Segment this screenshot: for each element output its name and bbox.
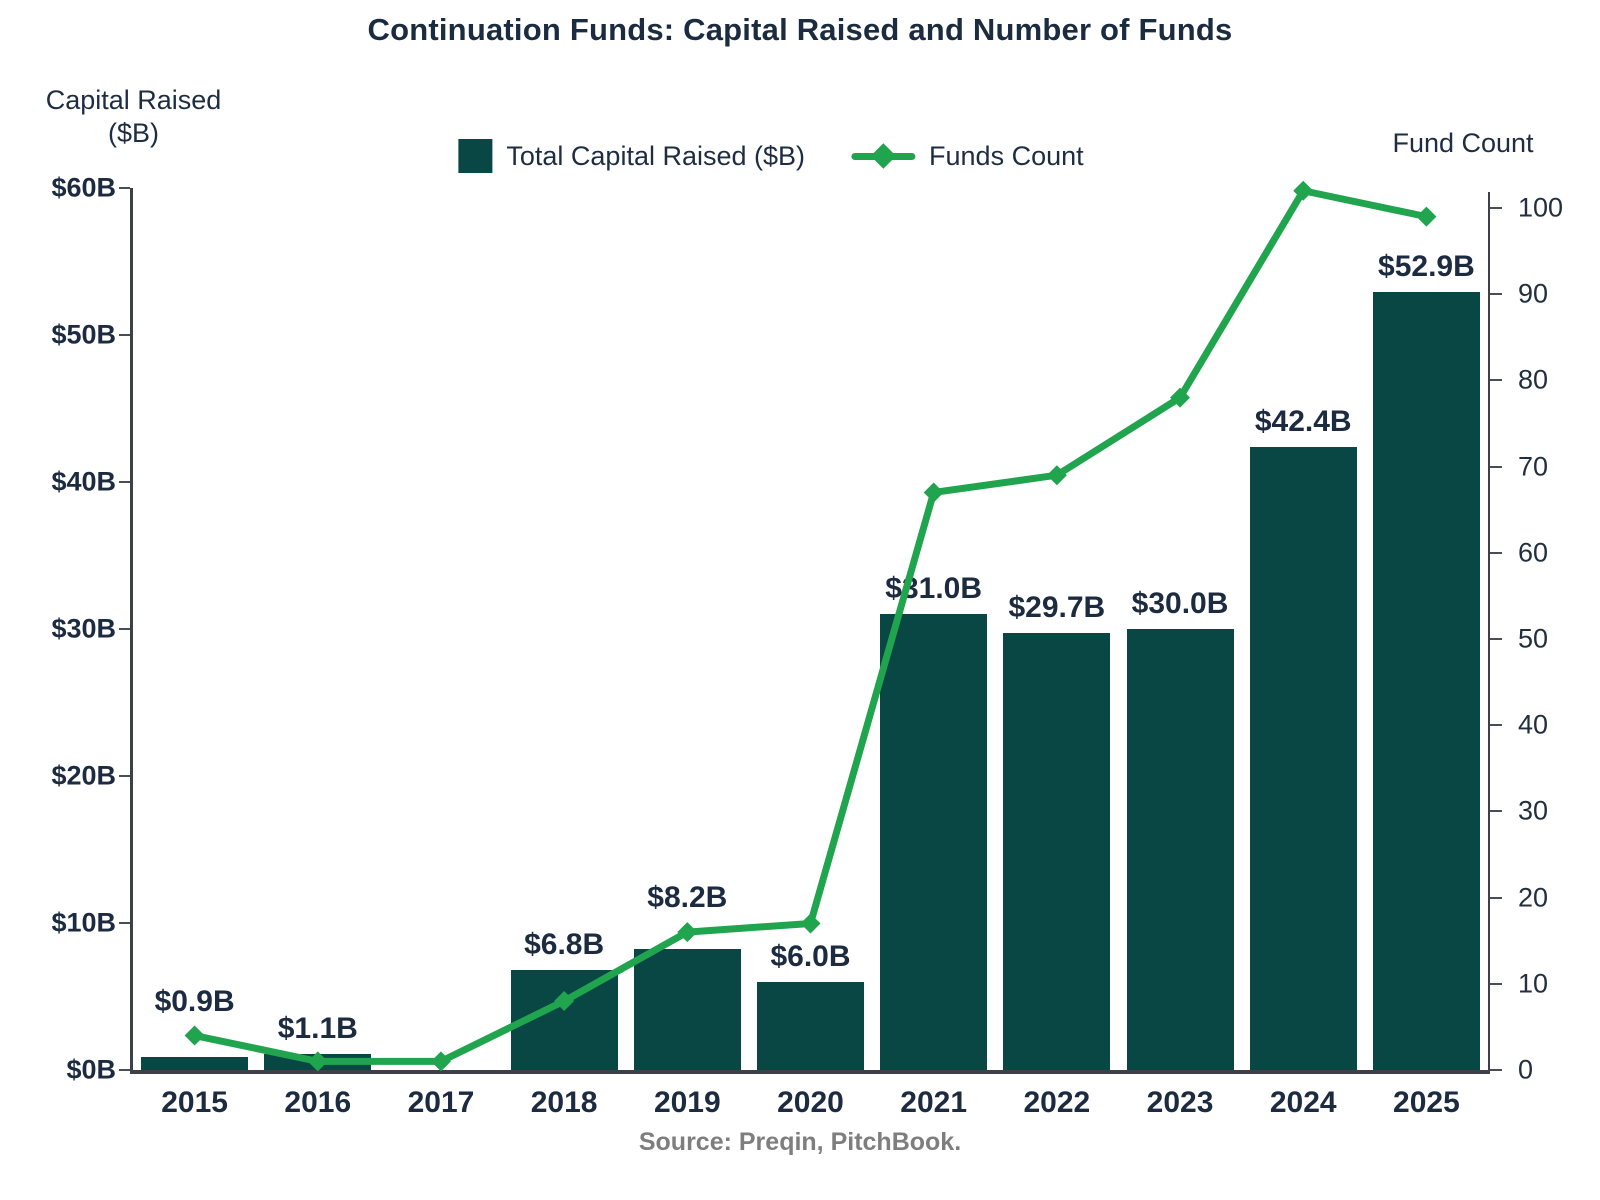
bar-2021: [880, 614, 988, 1070]
right-axis-tick: [1490, 724, 1502, 727]
left-axis-line: [130, 188, 133, 1073]
right-axis-tick-label: 90: [1518, 278, 1549, 309]
right-axis-tick-label: 20: [1518, 882, 1549, 913]
funds-count-marker-icon: [184, 1025, 205, 1046]
bar-2015: [141, 1056, 249, 1070]
right-axis-tick: [1490, 1069, 1502, 1071]
right-axis-tick-label: 40: [1518, 709, 1549, 740]
left-axis-tick-label: $60B: [51, 172, 116, 203]
funds-count-marker-icon: [430, 1051, 451, 1072]
funds-count-marker-icon: [677, 922, 698, 943]
left-axis-tick: [119, 922, 130, 924]
x-axis-label-2019: 2019: [653, 1086, 721, 1119]
bar-value-label: $52.9B: [1378, 250, 1475, 284]
right-axis-tick: [1490, 293, 1502, 296]
x-axis-label-2016: 2016: [284, 1086, 352, 1119]
right-axis-tick-label: 70: [1518, 451, 1549, 482]
bar-value-label: $8.2B: [647, 881, 728, 915]
bar-2025: [1372, 292, 1480, 1070]
source-text: Source: Preqin, PitchBook.: [638, 1128, 962, 1156]
x-axis-label-2020: 2020: [777, 1086, 844, 1119]
funds-count-marker-icon: [1046, 465, 1067, 486]
funds-count-marker-icon: [1293, 180, 1314, 201]
left-axis-tick: [119, 775, 130, 777]
right-axis-tick: [1490, 982, 1502, 985]
left-axis-tick-label: $0B: [66, 1054, 116, 1085]
right-axis-tick: [1490, 551, 1502, 554]
funds-count-marker-icon: [800, 913, 821, 934]
x-axis-label-2017: 2017: [407, 1086, 475, 1119]
bar-value-label: $6.0B: [770, 939, 851, 973]
bar-2019: [633, 949, 741, 1070]
x-axis-label-2021: 2021: [900, 1086, 968, 1119]
funds-count-marker-icon: [923, 482, 944, 503]
right-axis-tick-label: 30: [1518, 795, 1549, 826]
x-axis-label-2023: 2023: [1146, 1086, 1214, 1119]
right-axis-tick: [1490, 896, 1502, 899]
legend-label-capital: Total Capital Raised ($B): [506, 140, 806, 171]
bar-2024: [1249, 446, 1357, 1070]
right-axis-tick-label: 50: [1518, 623, 1549, 654]
funds-count-marker-icon: [1416, 206, 1437, 227]
left-axis-tick-label: $20B: [51, 760, 116, 791]
x-axis-label-2025: 2025: [1393, 1086, 1460, 1119]
bar-value-label: $6.8B: [524, 928, 605, 962]
bar-value-label: $29.7B: [1008, 591, 1106, 625]
right-axis-tick-label: 0: [1518, 1054, 1534, 1085]
right-axis-tick: [1490, 638, 1502, 640]
x-axis-label-2024: 2024: [1269, 1086, 1337, 1119]
legend-label-funds-count: Funds Count: [929, 140, 1084, 171]
left-axis-tick: [119, 187, 130, 189]
legend: Total Capital Raised ($B) Funds Count: [458, 139, 1084, 173]
bar-2020: [757, 981, 864, 1070]
plot-area: $0B $10B $20B $30B $40B $50B $60B 0 10 20 30 40 50 60…: [51, 173, 1563, 1120]
funds-count-marker-icon: [307, 1051, 328, 1072]
funds-count-line: [184, 180, 1437, 1072]
bar-series-swatch-icon: [458, 139, 493, 173]
right-axis-line: [1488, 192, 1490, 1073]
x-axis-label-2018: 2018: [530, 1086, 598, 1119]
left-axis-tick: [119, 1069, 130, 1071]
funds-count-marker-icon: [554, 991, 575, 1012]
bar-2023: [1126, 629, 1234, 1070]
right-axis-tick-label: 80: [1518, 364, 1549, 395]
right-axis-tick: [1490, 465, 1502, 468]
left-axis-tick: [119, 481, 130, 483]
left-axis-tick-label: $40B: [51, 466, 116, 497]
bar-2022: [1003, 633, 1111, 1070]
left-axis-title: Capital Raised ($B): [45, 85, 222, 148]
funds-count-marker-icon: [1170, 387, 1191, 408]
x-axis-label-2015: 2015: [161, 1086, 228, 1119]
right-axis-tick-label: 60: [1518, 537, 1549, 568]
x-axis-label-2022: 2022: [1023, 1086, 1091, 1119]
x-axis-line: [130, 1070, 1490, 1074]
right-axis-title: Fund Count: [1392, 128, 1534, 158]
bar-value-label: $0.9B: [154, 984, 235, 1018]
chart-title: Continuation Funds: Capital Raised and N…: [367, 12, 1233, 47]
bar-value-label: $1.1B: [277, 1011, 358, 1045]
left-axis-tick-label: $30B: [51, 613, 116, 644]
right-axis-tick: [1490, 207, 1502, 209]
left-axis-tick-label: $10B: [51, 907, 116, 938]
right-axis-tick: [1490, 379, 1502, 382]
left-axis-tick: [119, 628, 130, 630]
right-axis-tick: [1490, 810, 1502, 813]
right-axis-tick-label: 100: [1518, 192, 1564, 223]
right-axis-tick-label: 10: [1518, 968, 1549, 999]
left-axis-tick-label: $50B: [51, 319, 116, 350]
bar-value-label: $42.4B: [1254, 404, 1352, 438]
line-series-diamond-icon: [851, 143, 916, 169]
left-axis-tick: [119, 334, 130, 336]
bar-value-label: $30.0B: [1131, 587, 1229, 620]
